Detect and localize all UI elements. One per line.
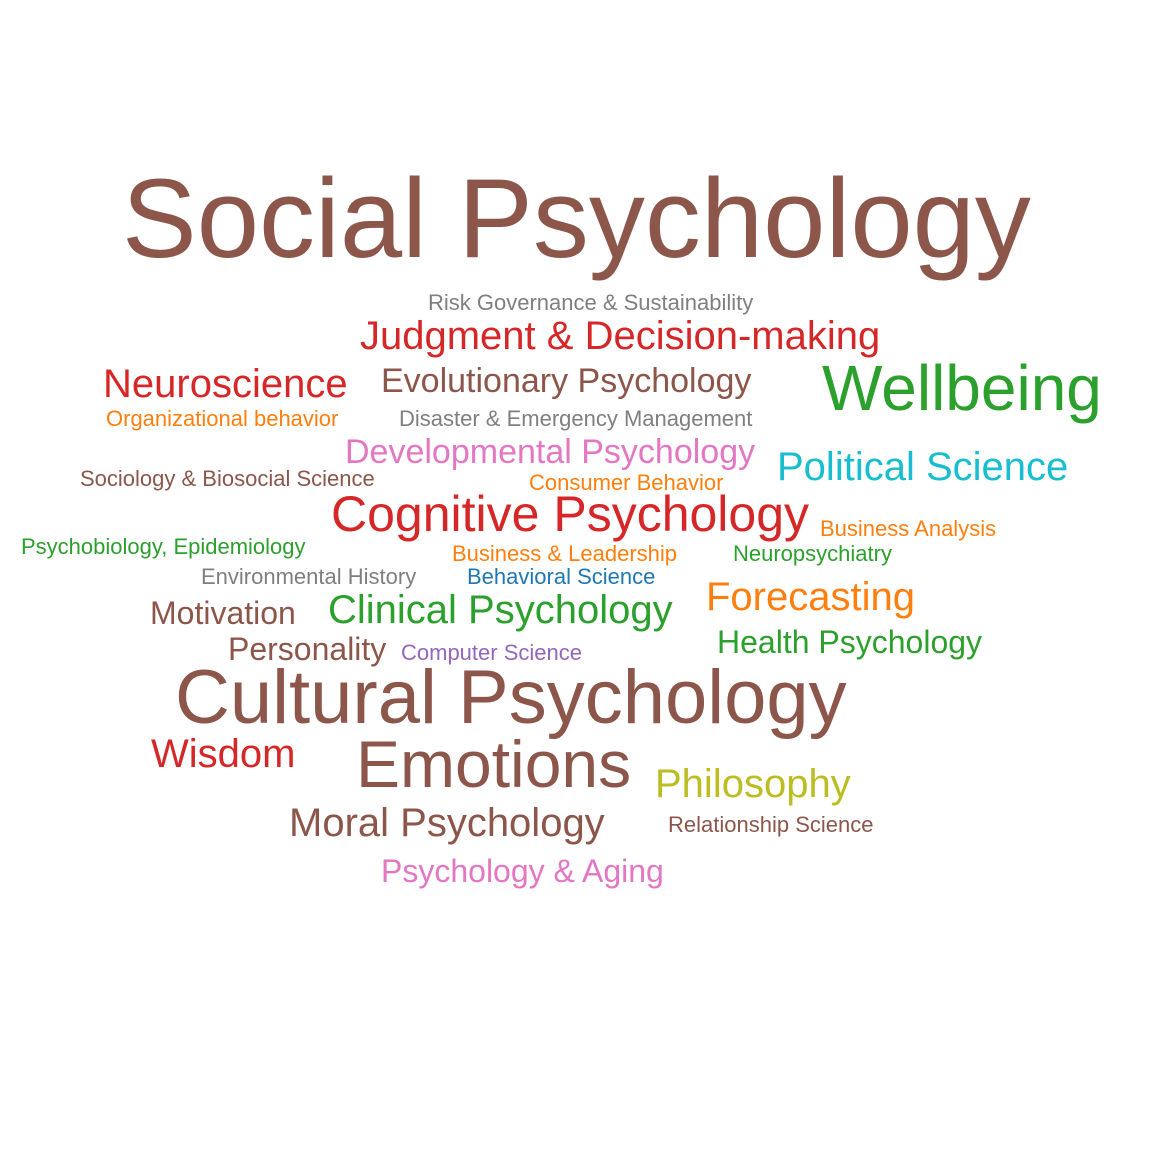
word-health-psychology: Health Psychology (717, 624, 983, 660)
word-emotions: Emotions (356, 727, 632, 801)
word-moral-psychology: Moral Psychology (289, 801, 605, 845)
word-motivation: Motivation (150, 595, 296, 631)
word-judgment-decision-making: Judgment & Decision-making (360, 314, 881, 358)
word-computer-science: Computer Science (401, 640, 582, 665)
word-sociology-biosocial-science: Sociology & Biosocial Science (80, 466, 375, 491)
word-political-science: Political Science (777, 445, 1069, 489)
word-evolutionary-psychology: Evolutionary Psychology (381, 362, 752, 400)
word-business-analysis: Business Analysis (820, 516, 997, 541)
word-organizational-behavior: Organizational behavior (106, 406, 339, 431)
word-social-psychology: Social Psychology (122, 156, 1031, 281)
word-forecasting: Forecasting (706, 575, 915, 619)
word-personality: Personality (228, 631, 387, 667)
word-behavioral-science: Behavioral Science (467, 564, 656, 589)
word-wellbeing: Wellbeing (822, 352, 1102, 424)
word-developmental-psychology: Developmental Psychology (345, 433, 756, 471)
word-cognitive-psychology: Cognitive Psychology (331, 486, 810, 542)
word-disaster-emergency-management: Disaster & Emergency Management (399, 406, 753, 431)
word-consumer-behavior: Consumer Behavior (529, 470, 724, 495)
word-neuroscience: Neuroscience (103, 362, 348, 406)
word-risk-governance-sustainability: Risk Governance & Sustainability (428, 290, 754, 315)
word-philosophy: Philosophy (655, 762, 851, 806)
word-business-leadership: Business & Leadership (452, 541, 678, 566)
word-psychology-aging: Psychology & Aging (381, 853, 664, 889)
word-relationship-science: Relationship Science (668, 812, 874, 837)
word-environmental-history: Environmental History (201, 564, 417, 589)
word-cultural-psychology: Cultural Psychology (175, 655, 847, 740)
word-wisdom: Wisdom (151, 732, 296, 776)
word-psychobiology-epidemiology: Psychobiology, Epidemiology (21, 534, 306, 559)
word-clinical-psychology: Clinical Psychology (328, 588, 673, 632)
word-neuropsychiatry: Neuropsychiatry (733, 541, 892, 566)
